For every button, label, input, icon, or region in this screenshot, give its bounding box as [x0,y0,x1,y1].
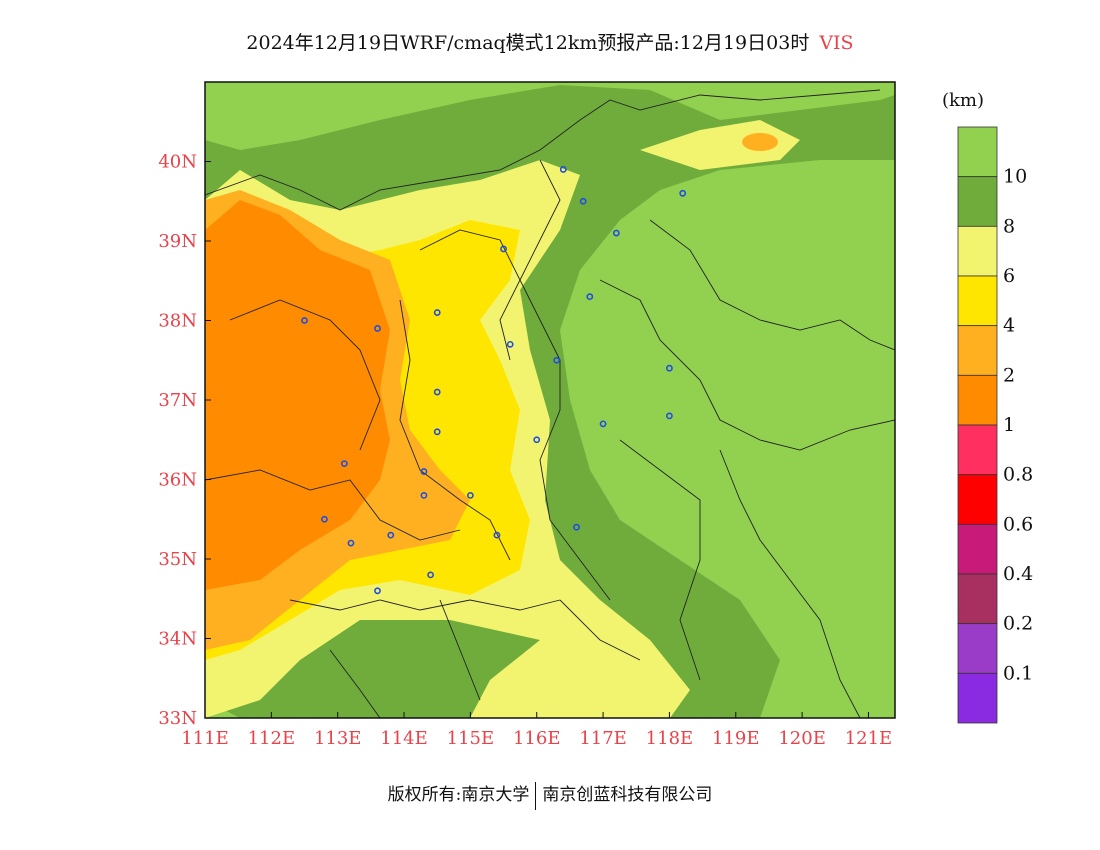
legend-label: 10 [1003,166,1027,188]
legend-color-box [957,126,998,178]
lon-tick-label: 114E [380,728,428,749]
lon-tick-label: 120E [778,728,826,749]
lat-tick-label: 39N [158,231,197,252]
city-station-marker [500,245,507,253]
city-station-marker [427,571,434,579]
city-station-marker [573,523,580,531]
city-station-marker [559,166,567,173]
lat-tick-label: 34N [158,629,197,650]
map-title: 2024年12月19日WRF/cmaq模式12km预报产品:12月19日03时 V… [0,28,1100,55]
city-station-marker [553,356,561,364]
city-station-marker [506,340,514,348]
lon-tick-label: 111E [181,728,229,749]
city-station-marker [612,229,620,237]
lat-tick-label: 35N [158,549,197,570]
legend-label: 8 [1003,215,1015,237]
zone-vis-6-north [640,120,800,170]
city-station-marker [387,531,395,539]
legend-label: 0.2 [1003,613,1033,635]
city-station-marker [433,428,441,436]
legend-color-box [957,623,998,674]
city-station-marker [374,325,381,332]
legend-label: 1 [1003,414,1015,436]
legend-color-box [957,573,998,625]
lat-tick-label: 33N [158,708,197,729]
legend-color-box [957,523,998,575]
boundary-lines [205,89,895,718]
lat-tick-label: 40N [158,152,197,173]
city-station-marker [340,460,348,467]
lon-tick-label: 116E [513,728,561,749]
title-variable: VIS [819,32,854,54]
city-station-marker [321,515,328,523]
zone-vis-1 [205,200,390,590]
legend-label: 6 [1003,265,1015,287]
lat-tick-label: 38N [158,311,197,332]
footer-divider [535,781,537,810]
legend-label: 0.8 [1003,464,1033,486]
footer-left: 版权所有:南京大学 [387,785,530,805]
city-station-marker [466,491,474,499]
legend-label: 0.4 [1003,563,1033,585]
lon-tick-label: 115E [447,728,495,749]
legend-color-box [957,424,998,476]
lon-tick-label: 121E [845,728,893,749]
lon-tick-label: 118E [646,728,694,749]
legend-label: 0.1 [1003,662,1033,684]
city-station-marker [420,491,428,499]
legend-unit: (km) [942,90,985,111]
city-stations [301,166,687,595]
lon-tick-label: 112E [248,728,296,749]
city-station-marker [586,293,594,301]
legend-color-box [957,374,998,426]
lat-tick-label: 36N [158,470,197,491]
longitude-ticks: 111E 112E 113E 114E 115E 116E 117E 118E 119E 120E… [181,712,892,749]
color-legend: 10 8 6 4 2 1 0.8 0.6 0.4 0.2 0.1 [957,126,1033,724]
city-station-marker [374,587,381,595]
legend-color-box [957,672,998,724]
city-station-marker [493,531,501,539]
legend-label: 0.6 [1003,513,1033,535]
city-station-marker [599,420,607,428]
city-station-marker [420,468,428,475]
legend-color-box [957,474,998,525]
legend-color-box [957,176,998,227]
legend-color-box [957,325,998,376]
legend-color-box [957,275,998,327]
city-station-marker [533,436,541,444]
city-station-marker [579,197,587,205]
copyright-footer: 版权所有:南京大学 南京创蓝科技有限公司 [0,780,1100,810]
city-station-marker [301,317,308,324]
zone-vis-2-northeast [742,133,778,151]
city-station-marker [666,364,673,372]
city-station-marker [347,539,355,547]
city-station-marker [433,388,441,396]
title-text: 2024年12月19日WRF/cmaq模式12km预报产品:12月19日03时 [246,32,810,54]
footer-right: 南京创蓝科技有限公司 [542,785,713,805]
lon-tick-label: 113E [314,728,362,749]
latitude-ticks: 40N 39N 38N 37N 36N 35N 34N 33N [158,152,211,729]
city-station-marker [433,309,441,316]
lon-tick-label: 119E [712,728,760,749]
lat-tick-label: 37N [158,390,197,411]
legend-color-box [957,225,998,277]
legend-label: 2 [1003,364,1015,386]
city-station-marker [679,189,687,197]
legend-label: 4 [1003,315,1015,337]
map-plot-area [205,82,895,718]
city-station-marker [666,412,673,420]
lon-tick-label: 117E [579,728,627,749]
